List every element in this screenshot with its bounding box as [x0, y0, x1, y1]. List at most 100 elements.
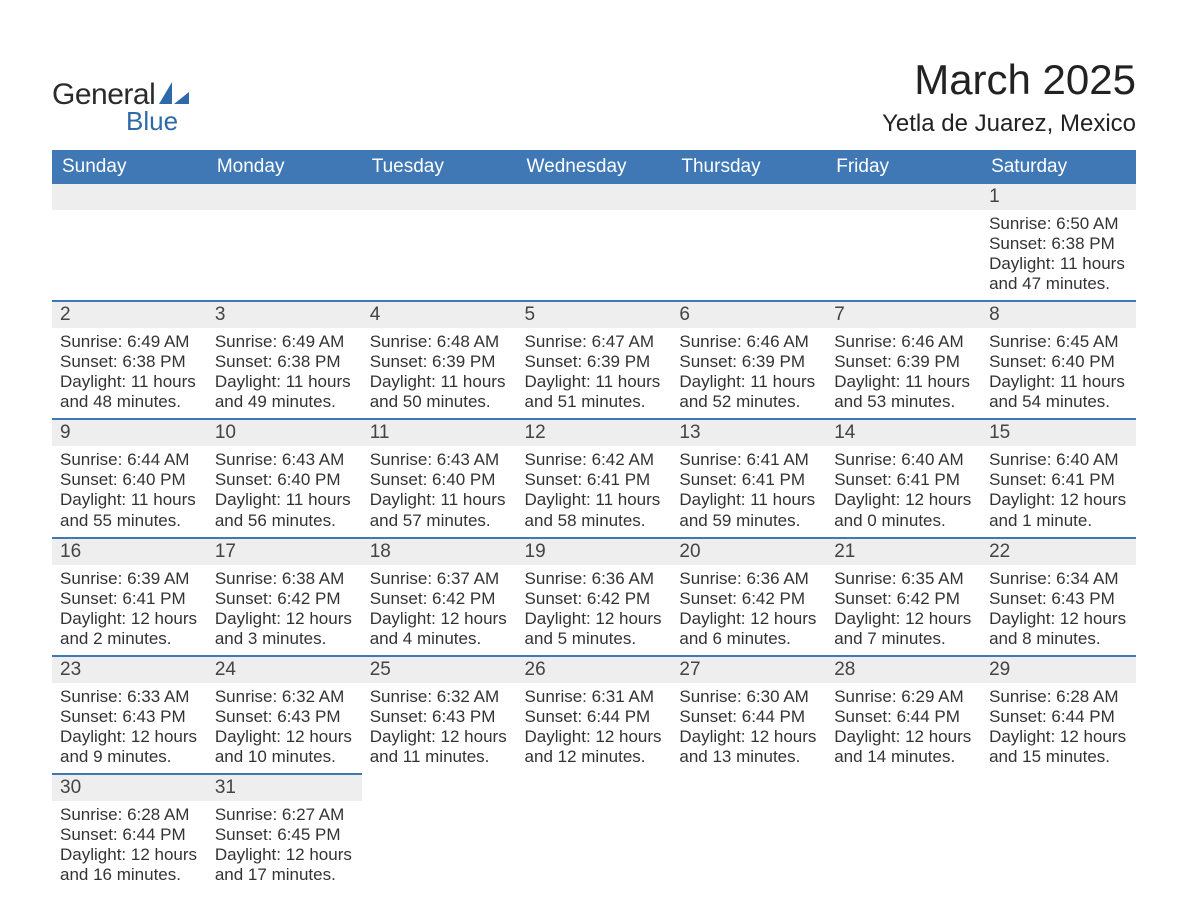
sunrise-line: Sunrise: 6:36 AM [679, 569, 818, 589]
day-detail: Sunrise: 6:40 AMSunset: 6:41 PMDaylight:… [981, 446, 1136, 536]
daylight-line: Daylight: 12 hours and 6 minutes. [679, 609, 818, 649]
sunrise-line: Sunrise: 6:31 AM [525, 687, 664, 707]
daylight-line: Daylight: 12 hours and 16 minutes. [60, 845, 199, 885]
sunset-line: Sunset: 6:39 PM [370, 352, 509, 372]
sunrise-line: Sunrise: 6:38 AM [215, 569, 354, 589]
sunset-line: Sunset: 6:39 PM [679, 352, 818, 372]
weekday-header: Sunday [52, 150, 207, 184]
day-detail: Sunrise: 6:34 AMSunset: 6:43 PMDaylight:… [981, 565, 1136, 655]
daylight-line: Daylight: 12 hours and 12 minutes. [525, 727, 664, 767]
calendar-cell: 4Sunrise: 6:48 AMSunset: 6:39 PMDaylight… [362, 301, 517, 419]
calendar-cell: 16Sunrise: 6:39 AMSunset: 6:41 PMDayligh… [52, 538, 207, 656]
day-number [981, 774, 1136, 800]
sunset-line: Sunset: 6:43 PM [370, 707, 509, 727]
day-number: 27 [671, 657, 826, 683]
calendar-week-row: 9Sunrise: 6:44 AMSunset: 6:40 PMDaylight… [52, 419, 1136, 537]
sunrise-line: Sunrise: 6:28 AM [60, 805, 199, 825]
day-detail: Sunrise: 6:45 AMSunset: 6:40 PMDaylight:… [981, 328, 1136, 418]
sunset-line: Sunset: 6:42 PM [679, 589, 818, 609]
calendar-cell: 29Sunrise: 6:28 AMSunset: 6:44 PMDayligh… [981, 656, 1136, 774]
sail-icon [159, 82, 189, 109]
sunrise-line: Sunrise: 6:43 AM [370, 450, 509, 470]
sunset-line: Sunset: 6:38 PM [989, 234, 1128, 254]
sunset-line: Sunset: 6:42 PM [215, 589, 354, 609]
day-number: 30 [52, 775, 207, 801]
calendar-cell: 19Sunrise: 6:36 AMSunset: 6:42 PMDayligh… [517, 538, 672, 656]
calendar-cell: 31Sunrise: 6:27 AMSunset: 6:45 PMDayligh… [207, 774, 362, 891]
day-detail: Sunrise: 6:32 AMSunset: 6:43 PMDaylight:… [362, 683, 517, 773]
day-number: 5 [517, 302, 672, 328]
day-number: 16 [52, 539, 207, 565]
day-detail: Sunrise: 6:38 AMSunset: 6:42 PMDaylight:… [207, 565, 362, 655]
daylight-line: Daylight: 12 hours and 14 minutes. [834, 727, 973, 767]
calendar-cell [362, 184, 517, 301]
sunrise-line: Sunrise: 6:29 AM [834, 687, 973, 707]
daylight-line: Daylight: 12 hours and 1 minute. [989, 490, 1128, 530]
day-number: 15 [981, 420, 1136, 446]
sunrise-line: Sunrise: 6:40 AM [834, 450, 973, 470]
calendar-cell: 25Sunrise: 6:32 AMSunset: 6:43 PMDayligh… [362, 656, 517, 774]
calendar-table: Sunday Monday Tuesday Wednesday Thursday… [52, 150, 1136, 891]
day-detail: Sunrise: 6:29 AMSunset: 6:44 PMDaylight:… [826, 683, 981, 773]
calendar-cell: 17Sunrise: 6:38 AMSunset: 6:42 PMDayligh… [207, 538, 362, 656]
calendar-cell: 18Sunrise: 6:37 AMSunset: 6:42 PMDayligh… [362, 538, 517, 656]
calendar-week-row: 1Sunrise: 6:50 AMSunset: 6:38 PMDaylight… [52, 184, 1136, 301]
sunset-line: Sunset: 6:42 PM [525, 589, 664, 609]
day-detail: Sunrise: 6:32 AMSunset: 6:43 PMDaylight:… [207, 683, 362, 773]
daylight-line: Daylight: 11 hours and 56 minutes. [215, 490, 354, 530]
day-number: 23 [52, 657, 207, 683]
day-number [826, 774, 981, 800]
day-number: 25 [362, 657, 517, 683]
day-number [517, 184, 672, 210]
sunset-line: Sunset: 6:40 PM [989, 352, 1128, 372]
calendar-cell: 9Sunrise: 6:44 AMSunset: 6:40 PMDaylight… [52, 419, 207, 537]
sunrise-line: Sunrise: 6:44 AM [60, 450, 199, 470]
sunset-line: Sunset: 6:44 PM [525, 707, 664, 727]
day-detail: Sunrise: 6:44 AMSunset: 6:40 PMDaylight:… [52, 446, 207, 536]
day-number [517, 774, 672, 800]
daylight-line: Daylight: 12 hours and 9 minutes. [60, 727, 199, 767]
daylight-line: Daylight: 11 hours and 51 minutes. [525, 372, 664, 412]
day-detail: Sunrise: 6:30 AMSunset: 6:44 PMDaylight:… [671, 683, 826, 773]
day-detail: Sunrise: 6:42 AMSunset: 6:41 PMDaylight:… [517, 446, 672, 536]
calendar-cell [517, 184, 672, 301]
sunset-line: Sunset: 6:42 PM [834, 589, 973, 609]
calendar-cell: 12Sunrise: 6:42 AMSunset: 6:41 PMDayligh… [517, 419, 672, 537]
brand-logo: General Blue [52, 78, 189, 137]
calendar-cell [826, 184, 981, 301]
day-detail: Sunrise: 6:49 AMSunset: 6:38 PMDaylight:… [207, 328, 362, 418]
calendar-cell: 6Sunrise: 6:46 AMSunset: 6:39 PMDaylight… [671, 301, 826, 419]
calendar-cell: 8Sunrise: 6:45 AMSunset: 6:40 PMDaylight… [981, 301, 1136, 419]
day-detail [671, 210, 826, 280]
day-detail: Sunrise: 6:28 AMSunset: 6:44 PMDaylight:… [981, 683, 1136, 773]
calendar-week-row: 16Sunrise: 6:39 AMSunset: 6:41 PMDayligh… [52, 538, 1136, 656]
sunset-line: Sunset: 6:45 PM [215, 825, 354, 845]
daylight-line: Daylight: 11 hours and 58 minutes. [525, 490, 664, 530]
calendar-cell: 14Sunrise: 6:40 AMSunset: 6:41 PMDayligh… [826, 419, 981, 537]
sunrise-line: Sunrise: 6:43 AM [215, 450, 354, 470]
sunset-line: Sunset: 6:44 PM [60, 825, 199, 845]
sunset-line: Sunset: 6:41 PM [989, 470, 1128, 490]
weekday-header: Saturday [981, 150, 1136, 184]
calendar-cell [362, 774, 517, 891]
sunset-line: Sunset: 6:38 PM [60, 352, 199, 372]
sunrise-line: Sunrise: 6:46 AM [834, 332, 973, 352]
day-number: 19 [517, 539, 672, 565]
calendar-cell: 26Sunrise: 6:31 AMSunset: 6:44 PMDayligh… [517, 656, 672, 774]
day-detail: Sunrise: 6:31 AMSunset: 6:44 PMDaylight:… [517, 683, 672, 773]
weekday-header: Tuesday [362, 150, 517, 184]
day-number: 26 [517, 657, 672, 683]
daylight-line: Daylight: 12 hours and 8 minutes. [989, 609, 1128, 649]
header-region: General Blue March 2025 Yetla de Juarez,… [52, 56, 1136, 138]
day-number: 10 [207, 420, 362, 446]
calendar-cell: 22Sunrise: 6:34 AMSunset: 6:43 PMDayligh… [981, 538, 1136, 656]
calendar-cell: 15Sunrise: 6:40 AMSunset: 6:41 PMDayligh… [981, 419, 1136, 537]
day-number [671, 184, 826, 210]
calendar-cell: 1Sunrise: 6:50 AMSunset: 6:38 PMDaylight… [981, 184, 1136, 301]
daylight-line: Daylight: 11 hours and 57 minutes. [370, 490, 509, 530]
sunset-line: Sunset: 6:41 PM [834, 470, 973, 490]
daylight-line: Daylight: 12 hours and 13 minutes. [679, 727, 818, 767]
day-number [671, 774, 826, 800]
sunrise-line: Sunrise: 6:37 AM [370, 569, 509, 589]
location-subtitle: Yetla de Juarez, Mexico [882, 110, 1136, 138]
